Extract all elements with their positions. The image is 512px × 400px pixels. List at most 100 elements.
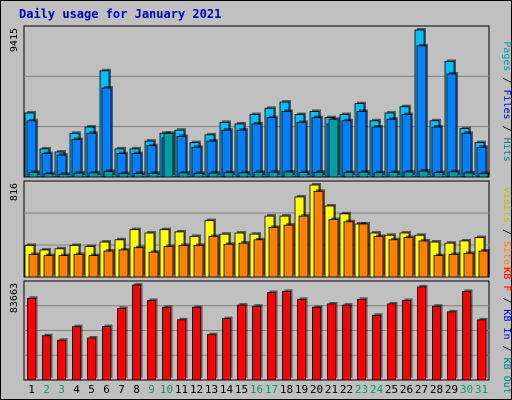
bar-sites-day-27 <box>418 240 429 278</box>
bar-sites-day-3 <box>58 255 69 278</box>
legend-item: KB F <box>501 267 512 291</box>
x-tick-label: 23 <box>355 383 368 396</box>
x-tick-label: 19 <box>295 383 308 396</box>
bar-kb-f-day-18 <box>282 291 291 381</box>
x-tick-label: 12 <box>190 383 203 396</box>
legend-kb-in-out-f: KB F / KB In / KB Out <box>501 267 512 393</box>
x-tick-label: 21 <box>325 383 338 396</box>
bar-kb-f-day-13 <box>207 334 216 381</box>
bar-files-day-27 <box>416 45 427 178</box>
x-tick-label: 30 <box>460 383 473 396</box>
x-tick-label: 22 <box>340 383 353 396</box>
bar-kb-f-day-4 <box>72 326 81 381</box>
legend-visits-sites: Visits / Sites <box>501 187 512 271</box>
bar-sites-day-4 <box>73 254 84 278</box>
bar-kb-f-day-11 <box>177 319 186 381</box>
x-axis: 1 2 3 4 5 6 7 8 9 10 11 12 13 14 15 16 17 18 19 20 21 22 23 24 2… <box>28 383 488 396</box>
bar-sites-day-8 <box>133 247 144 278</box>
bar-pages-day-29 <box>448 171 459 178</box>
bar-files-day-15 <box>236 129 247 178</box>
bar-sites-day-23 <box>358 223 369 278</box>
bar-sites-day-7 <box>118 249 129 278</box>
bar-sites-day-10 <box>163 246 174 278</box>
x-tick-label: 11 <box>175 383 188 396</box>
bar-kb-f-day-15 <box>237 304 246 381</box>
bar-kb-f-day-9 <box>147 300 156 381</box>
bar-sites-day-6 <box>103 250 114 278</box>
bar-pages-day-26 <box>403 171 414 178</box>
x-tick-label: 15 <box>235 383 248 396</box>
bar-sites-day-15 <box>238 242 249 278</box>
x-tick-label: 13 <box>205 383 218 396</box>
chart-title: Daily usage for January 2021 <box>19 7 221 21</box>
bar-files-day-23 <box>356 111 367 178</box>
x-tick-label: 2 <box>43 383 50 396</box>
bar-kb-f-day-5 <box>87 337 96 381</box>
x-tick-label: 18 <box>280 383 293 396</box>
bar-files-day-5 <box>86 132 97 178</box>
bar-sites-day-30 <box>463 252 474 278</box>
bar-pages-day-27 <box>418 170 429 178</box>
bar-pages-day-12 <box>193 173 204 178</box>
bar-shadow <box>61 172 70 175</box>
bar-sites-day-20 <box>313 190 324 278</box>
bar-pages-day-18 <box>283 171 294 178</box>
bar-kb-f-day-6 <box>102 326 111 381</box>
bar-sites-day-22 <box>343 221 354 278</box>
x-tick-label: 7 <box>118 383 125 396</box>
legend-pages-files-hits: Pages / Files / Hits <box>501 41 512 161</box>
bar-pages-day-22 <box>343 172 354 178</box>
bar-kb-f-day-25 <box>387 303 396 381</box>
bar-pages-day-1 <box>28 171 39 178</box>
legend-item: / <box>501 223 512 235</box>
bar-pages-day-23 <box>358 171 369 178</box>
bar-kb-f-day-23 <box>357 298 366 381</box>
bar-files-day-24 <box>371 126 382 178</box>
bar-pages-day-17 <box>268 171 279 178</box>
bar-sites-day-9 <box>148 251 159 278</box>
bar-kb-f-day-14 <box>222 318 231 381</box>
bar-kb-f-day-30 <box>462 291 471 381</box>
legend-item: Pages <box>501 41 512 71</box>
bar-files-day-25 <box>386 118 397 178</box>
bar-files-day-22 <box>341 120 352 178</box>
bar-sites-day-13 <box>208 236 219 278</box>
bar-kb-f-day-10 <box>162 306 171 381</box>
bar-files-day-29 <box>446 73 457 178</box>
bar-files-day-6 <box>101 87 112 178</box>
bar-sites-day-19 <box>298 215 309 278</box>
bar-files-day-19 <box>296 121 307 178</box>
bar-pages-day-15 <box>238 172 249 178</box>
x-tick-label: 20 <box>310 383 323 396</box>
bar-pages-day-11 <box>178 172 189 178</box>
bar-pages-day-8 <box>133 173 144 178</box>
bar-sites-day-21 <box>328 219 339 278</box>
bar-kb-f-day-27 <box>417 286 426 381</box>
bar-files-day-17 <box>266 117 277 178</box>
bar-files-day-1 <box>26 120 37 178</box>
bar-sites-day-16 <box>253 239 264 278</box>
bar-sites-day-2 <box>43 255 54 278</box>
x-tick-label: 8 <box>133 383 140 396</box>
x-tick-label: 16 <box>250 383 263 396</box>
bar-pages-day-7 <box>118 173 129 178</box>
legend-item: Sites <box>501 235 512 271</box>
bar-kb-f-day-31 <box>477 319 486 381</box>
bar-kb-f-day-8 <box>132 284 141 381</box>
bar-pages-day-28 <box>433 172 444 178</box>
bar-pages-day-9 <box>148 172 159 178</box>
x-tick-label: 3 <box>58 383 65 396</box>
bar-sites-day-11 <box>178 245 189 278</box>
bar-kb-f-day-16 <box>252 305 261 381</box>
bar-pages-day-3 <box>58 173 69 178</box>
x-tick-label: 4 <box>73 383 80 396</box>
bar-kb-f-day-24 <box>372 314 381 381</box>
y-max-label: 83663 <box>9 283 20 313</box>
bar-pages-day-2 <box>43 173 54 178</box>
bar-pages-day-30 <box>463 172 474 178</box>
bar-sites-day-12 <box>193 245 204 278</box>
bar-sites-day-1 <box>28 254 39 278</box>
bar-kb-f-day-19 <box>297 298 306 381</box>
panel-kb-in-out-f: 83663 KB F / KB In / KB Out <box>9 267 512 393</box>
